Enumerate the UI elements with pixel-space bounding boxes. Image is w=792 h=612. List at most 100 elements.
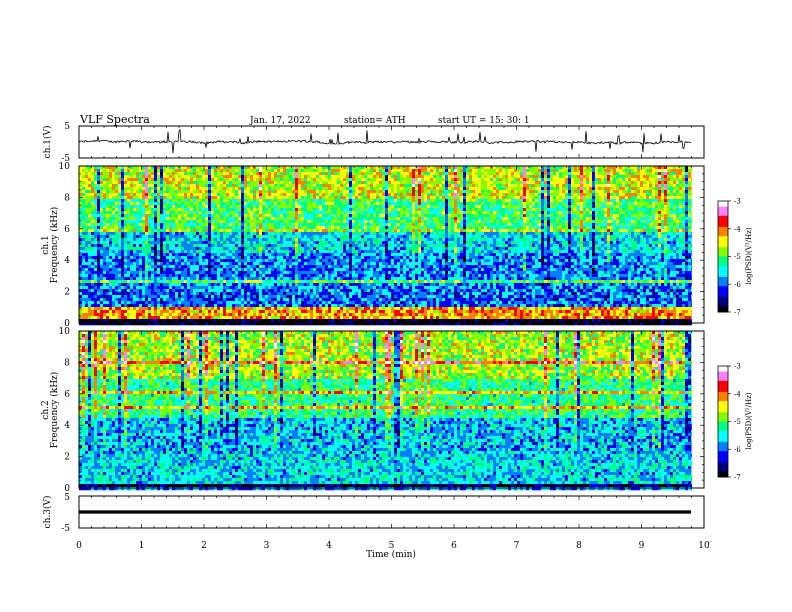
- heatmap-cell: [181, 244, 185, 248]
- heatmap-cell: [331, 169, 335, 173]
- heatmap-cell: [331, 316, 335, 320]
- heatmap-cell: [112, 166, 116, 170]
- heatmap-cell: [244, 175, 248, 179]
- heatmap-cell: [247, 205, 251, 209]
- heatmap-cell: [238, 268, 242, 272]
- heatmap-cell: [106, 193, 110, 197]
- heatmap-cell: [151, 166, 155, 170]
- heatmap-cell: [331, 202, 335, 206]
- heatmap-cell: [136, 184, 140, 188]
- heatmap-cell: [283, 226, 287, 230]
- heatmap-cell: [223, 211, 227, 215]
- heatmap-cell: [241, 301, 245, 305]
- heatmap-cell: [298, 211, 302, 215]
- heatmap-cell: [337, 208, 341, 212]
- heatmap-cell: [151, 238, 155, 242]
- heatmap-cell: [163, 196, 167, 200]
- heatmap-cell: [121, 292, 125, 296]
- heatmap-cell: [196, 313, 200, 317]
- heatmap-cell: [211, 178, 215, 182]
- heatmap-cell: [319, 292, 323, 296]
- heatmap-cell: [166, 274, 170, 278]
- heatmap-cell: [256, 322, 260, 326]
- heatmap-cell: [202, 280, 206, 284]
- heatmap-cell: [310, 232, 314, 236]
- heatmap-cell: [148, 232, 152, 236]
- heatmap-cell: [190, 319, 194, 323]
- heatmap-cell: [163, 259, 167, 263]
- heatmap-cell: [307, 184, 311, 188]
- heatmap-cell: [121, 166, 125, 170]
- heatmap-cell: [286, 283, 290, 287]
- heatmap-cell: [217, 220, 221, 224]
- heatmap-cell: [193, 169, 197, 173]
- heatmap-cell: [205, 295, 209, 299]
- heatmap-cell: [310, 166, 314, 170]
- heatmap-cell: [154, 226, 158, 230]
- heatmap-cell: [313, 253, 317, 257]
- heatmap-cell: [280, 181, 284, 185]
- heatmap-cell: [199, 175, 203, 179]
- heatmap-cell: [340, 286, 344, 290]
- heatmap-cell: [247, 244, 251, 248]
- heatmap-cell: [169, 265, 173, 269]
- heatmap-cell: [82, 322, 86, 326]
- heatmap-cell: [79, 271, 83, 275]
- heatmap-cell: [136, 166, 140, 170]
- heatmap-cell: [181, 256, 185, 260]
- heatmap-cell: [346, 283, 350, 287]
- heatmap-cell: [196, 208, 200, 212]
- heatmap-cell: [265, 238, 269, 242]
- heatmap-cell: [250, 256, 254, 260]
- heatmap-cell: [175, 208, 179, 212]
- heatmap-cell: [337, 178, 341, 182]
- heatmap-cell: [307, 226, 311, 230]
- heatmap-cell: [220, 286, 224, 290]
- heatmap-cell: [124, 199, 128, 203]
- heatmap-cell: [178, 169, 182, 173]
- heatmap-cell: [82, 220, 86, 224]
- heatmap-cell: [352, 184, 356, 188]
- heatmap-cell: [181, 193, 185, 197]
- heatmap-cell: [118, 184, 122, 188]
- heatmap-cell: [286, 166, 290, 170]
- heatmap-cell: [121, 181, 125, 185]
- heatmap-cell: [130, 304, 134, 308]
- heatmap-cell: [313, 313, 317, 317]
- heatmap-cell: [289, 172, 293, 176]
- heatmap-cell: [274, 322, 278, 326]
- heatmap-cell: [343, 223, 347, 227]
- heatmap-cell: [193, 265, 197, 269]
- heatmap-cell: [304, 247, 308, 251]
- heatmap-cell: [181, 322, 185, 326]
- heatmap-cell: [145, 307, 149, 311]
- heatmap-cell: [304, 184, 308, 188]
- heatmap-cell: [169, 316, 173, 320]
- heatmap-cell: [298, 289, 302, 293]
- heatmap-cell: [208, 274, 212, 278]
- heatmap-cell: [154, 244, 158, 248]
- heatmap-cell: [274, 301, 278, 305]
- heatmap-cell: [247, 172, 251, 176]
- heatmap-cell: [253, 172, 257, 176]
- heatmap-cell: [322, 316, 326, 320]
- heatmap-cell: [310, 226, 314, 230]
- heatmap-cell: [256, 166, 260, 170]
- heatmap-cell: [292, 193, 296, 197]
- heatmap-cell: [112, 310, 116, 314]
- heatmap-cell: [157, 190, 161, 194]
- heatmap-cell: [265, 316, 269, 320]
- heatmap-cell: [79, 190, 83, 194]
- heatmap-cell: [124, 235, 128, 239]
- heatmap-cell: [256, 232, 260, 236]
- heatmap-cell: [343, 262, 347, 266]
- heatmap-cell: [238, 250, 242, 254]
- heatmap-cell: [139, 298, 143, 302]
- heatmap-cell: [196, 271, 200, 275]
- heatmap-cell: [340, 280, 344, 284]
- heatmap-cell: [100, 202, 104, 206]
- heatmap-cell: [235, 238, 239, 242]
- heatmap-cell: [130, 307, 134, 311]
- heatmap-cell: [79, 193, 83, 197]
- heatmap-cell: [283, 292, 287, 296]
